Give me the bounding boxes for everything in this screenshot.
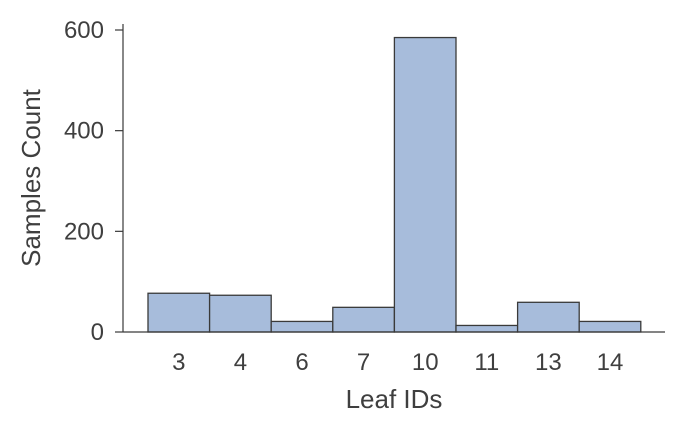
y-tick-label: 400 <box>64 118 104 145</box>
bar-leaf-10 <box>393 36 457 333</box>
y-axis-title: Samples Count <box>16 88 46 267</box>
bar-leaf-14 <box>578 320 642 333</box>
x-tick-label: 3 <box>172 349 185 376</box>
x-tick-label: 10 <box>412 349 439 376</box>
bar-leaf-13 <box>516 301 580 333</box>
x-tick-label: 11 <box>474 349 499 376</box>
x-tick-label: 6 <box>295 349 308 376</box>
y-tick-label: 0 <box>91 319 104 346</box>
y-tick-label: 600 <box>64 17 104 44</box>
x-tick-label: 4 <box>234 349 247 376</box>
x-tick-label: 13 <box>535 349 562 376</box>
y-ticks-group: 0 200 400 600 <box>64 17 123 346</box>
x-tick-label: 14 <box>597 349 624 376</box>
bar-leaf-11 <box>455 324 519 333</box>
bar-leaf-7 <box>332 306 396 333</box>
bars-group <box>147 36 642 333</box>
x-ticks-group: 3 4 6 7 10 11 13 14 <box>172 349 623 376</box>
x-axis-title: Leaf IDs <box>346 384 443 414</box>
x-tick-label: 7 <box>357 349 370 376</box>
bar-leaf-4 <box>208 294 272 333</box>
bar-leaf-6 <box>270 320 334 333</box>
y-tick-label: 200 <box>64 218 104 245</box>
bar-leaf-3 <box>147 292 211 333</box>
